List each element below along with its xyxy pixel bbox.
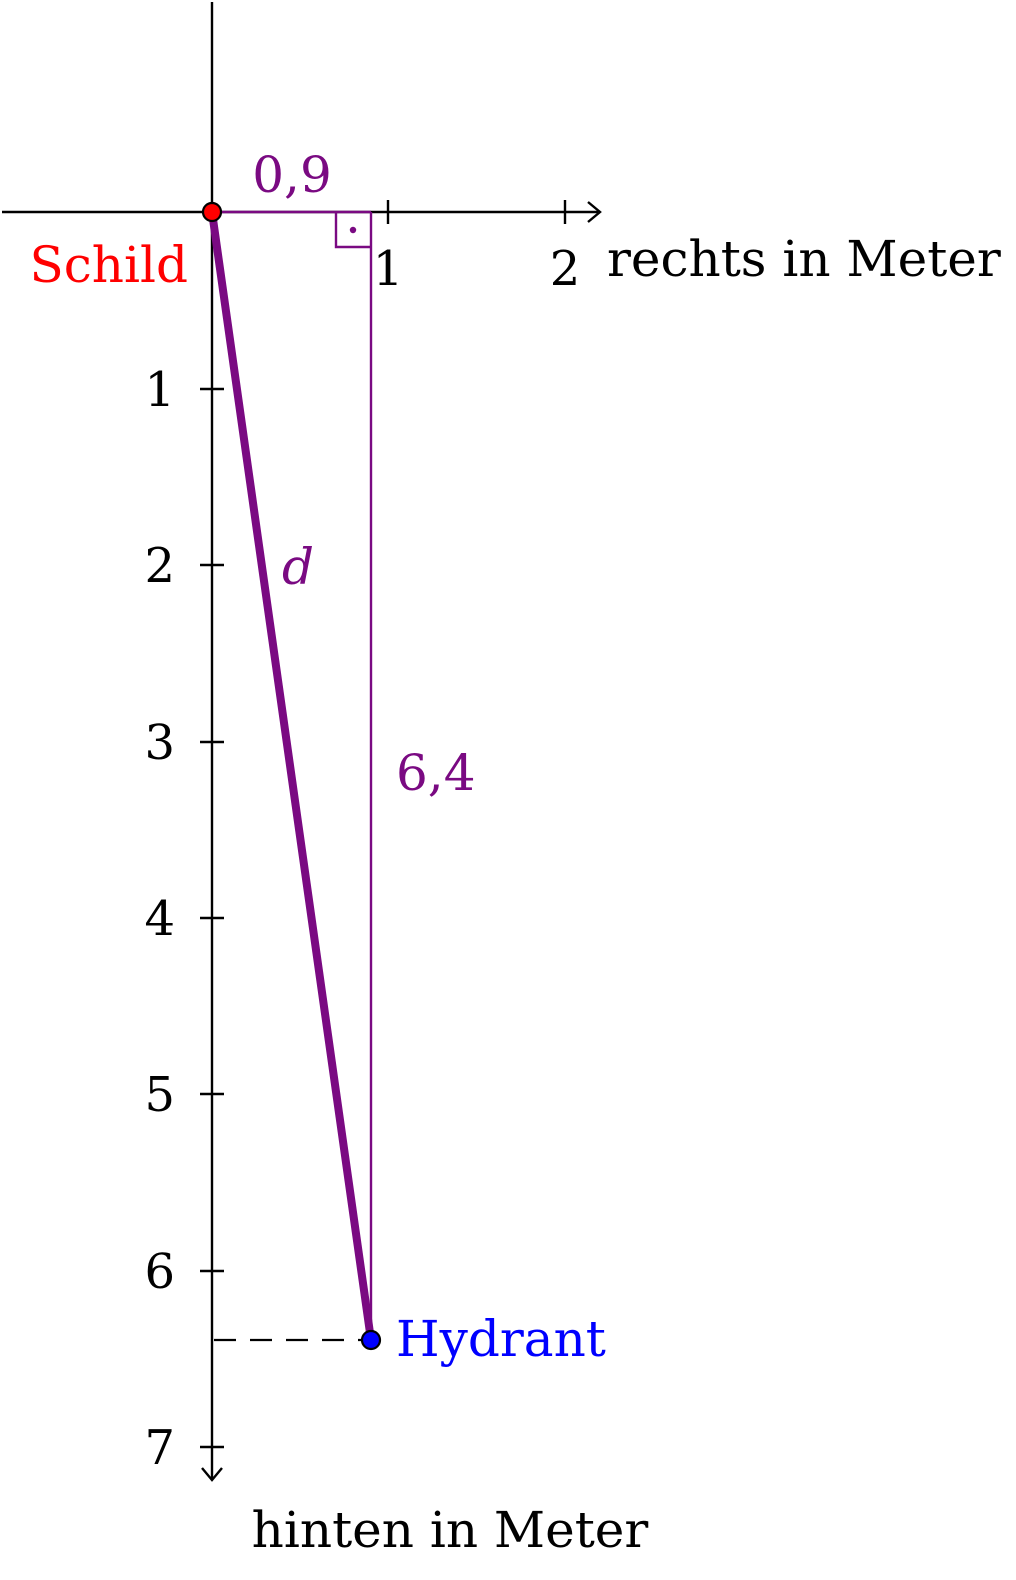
x-axis-arrowhead [587, 201, 602, 223]
hypotenuse-label: d [282, 538, 314, 596]
y-tick-label-7: 7 [144, 1420, 175, 1476]
hydrant-point [360, 1329, 382, 1351]
x-axis-label: rechts in Meter [607, 230, 1001, 288]
hypotenuse-d [208, 211, 375, 1341]
y-tick-label-1: 1 [144, 362, 175, 418]
horizontal-leg-label: 0,9 [252, 146, 332, 204]
y-tick-label-5: 5 [144, 1067, 175, 1123]
y-tick-label-3: 3 [144, 715, 175, 771]
schild-label: Schild [30, 236, 188, 294]
y-axis-label: hinten in Meter [252, 1501, 649, 1559]
vertical-leg-label: 6,4 [396, 744, 476, 802]
x-tick-label-1: 1 [373, 241, 404, 297]
y-tick-label-6: 6 [144, 1244, 175, 1300]
y-tick-label-4: 4 [144, 891, 175, 947]
right-angle-marker [334, 212, 371, 249]
right-angle-dot [349, 226, 357, 234]
hydrant-label: Hydrant [396, 1310, 606, 1368]
x-tick-label-2: 2 [550, 241, 581, 297]
right-triangle [208, 210, 375, 1341]
y-axis-arrowhead [201, 1467, 223, 1482]
schild-point [201, 201, 223, 223]
y-ticks [200, 387, 224, 1449]
y-tick-label-2: 2 [144, 538, 175, 594]
